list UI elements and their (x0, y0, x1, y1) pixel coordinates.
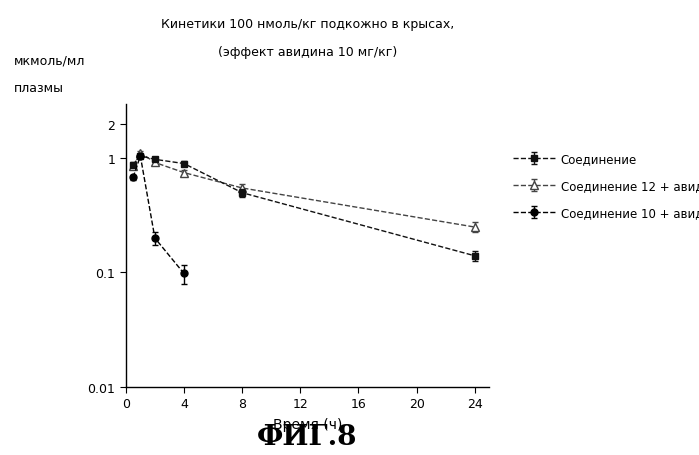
Text: мкмоль/мл: мкмоль/мл (14, 55, 85, 68)
Text: Кинетики 100 нмоль/кг подкожно в крысах,: Кинетики 100 нмоль/кг подкожно в крысах, (161, 18, 454, 31)
Text: ФИГ.8: ФИГ.8 (257, 424, 358, 450)
Text: (эффект авидина 10 мг/кг): (эффект авидина 10 мг/кг) (218, 46, 397, 59)
X-axis label: Время (ч): Время (ч) (273, 417, 343, 431)
Legend: Соединение, Соединение 12 + авидин в t=1, Соединение 10 + авидин в t=1: Соединение, Соединение 12 + авидин в t=1… (513, 153, 699, 220)
Text: плазмы: плазмы (14, 82, 64, 95)
